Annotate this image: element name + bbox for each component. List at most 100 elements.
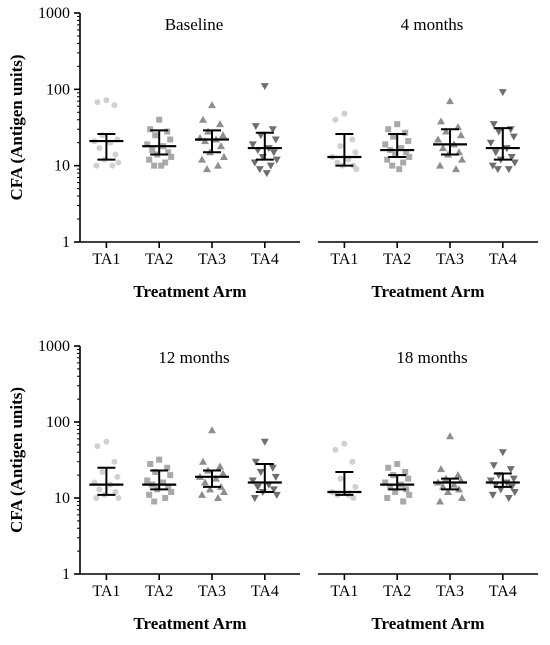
data-point bbox=[352, 149, 359, 156]
data-point bbox=[206, 485, 214, 493]
x-tick-label: TA3 bbox=[436, 583, 464, 600]
data-point bbox=[382, 479, 389, 486]
data-point bbox=[201, 478, 209, 486]
data-point bbox=[496, 486, 505, 494]
data-point bbox=[167, 136, 174, 143]
data-point bbox=[446, 97, 454, 105]
x-tick-label: TA2 bbox=[383, 251, 411, 268]
y-tick-label: 1000 bbox=[38, 338, 70, 355]
data-point bbox=[486, 139, 495, 147]
data-point bbox=[146, 491, 153, 498]
data-point bbox=[271, 136, 280, 144]
panel-title: 18 months bbox=[396, 348, 467, 367]
data-point bbox=[144, 477, 151, 484]
data-point bbox=[168, 488, 175, 495]
y-tick-label: 100 bbox=[46, 81, 70, 98]
data-point bbox=[510, 159, 519, 167]
data-point bbox=[353, 166, 360, 173]
data-point bbox=[248, 477, 257, 485]
data-point bbox=[406, 153, 413, 160]
data-point bbox=[256, 132, 265, 140]
data-point bbox=[437, 465, 445, 473]
data-point bbox=[489, 121, 498, 129]
x-tick-label: TA2 bbox=[145, 583, 173, 600]
data-point bbox=[509, 133, 518, 141]
data-point bbox=[402, 468, 409, 475]
data-point bbox=[457, 131, 465, 139]
data-point bbox=[111, 458, 118, 465]
data-point bbox=[268, 126, 277, 134]
data-point bbox=[203, 165, 211, 173]
x-axis-title: Treatment Arm bbox=[371, 614, 484, 633]
data-point bbox=[112, 488, 119, 495]
data-point bbox=[398, 145, 405, 152]
data-point bbox=[266, 162, 275, 170]
data-point bbox=[455, 148, 463, 156]
data-point bbox=[349, 458, 356, 465]
data-point bbox=[144, 141, 151, 148]
data-point bbox=[115, 495, 122, 501]
data-point bbox=[334, 159, 341, 166]
data-point bbox=[504, 166, 513, 174]
x-axis-title: Treatment Arm bbox=[371, 282, 484, 301]
data-point bbox=[198, 490, 206, 498]
data-point bbox=[164, 128, 171, 135]
data-point bbox=[152, 468, 159, 475]
data-point bbox=[268, 464, 277, 472]
data-point bbox=[250, 495, 259, 502]
data-point bbox=[112, 151, 119, 158]
data-point bbox=[439, 482, 447, 490]
data-point bbox=[165, 483, 172, 490]
y-tick-label: 100 bbox=[46, 414, 70, 431]
data-point bbox=[488, 491, 497, 499]
x-tick-label: TA2 bbox=[145, 251, 173, 268]
data-point bbox=[253, 483, 262, 491]
data-point bbox=[208, 426, 216, 434]
data-point bbox=[149, 147, 156, 154]
data-point bbox=[199, 457, 207, 465]
data-point bbox=[352, 483, 359, 490]
data-point bbox=[337, 475, 344, 482]
data-point bbox=[390, 133, 397, 140]
data-point bbox=[400, 159, 407, 166]
data-point bbox=[272, 491, 281, 499]
x-tick-label: TA1 bbox=[330, 583, 358, 600]
data-point bbox=[341, 440, 348, 447]
y-axis-title: CFA (Antigen units) bbox=[7, 54, 26, 200]
data-point bbox=[152, 132, 159, 139]
data-point bbox=[488, 162, 497, 170]
data-point bbox=[341, 110, 348, 117]
data-point bbox=[262, 170, 271, 178]
data-point bbox=[494, 128, 503, 136]
data-point bbox=[434, 135, 442, 143]
data-point bbox=[454, 471, 462, 479]
data-point bbox=[271, 473, 280, 481]
data-point bbox=[507, 153, 516, 161]
x-tick-label: TA4 bbox=[489, 583, 517, 600]
data-point bbox=[349, 136, 356, 143]
data-point bbox=[509, 475, 518, 483]
y-tick-label: 1000 bbox=[38, 5, 70, 22]
x-tick-label: TA1 bbox=[92, 251, 120, 268]
chart-panel: 4 months TA1 TA2 TA3 TA4 Treatment Arm bbox=[318, 15, 538, 301]
data-point bbox=[156, 456, 163, 463]
data-point bbox=[165, 149, 172, 156]
chart-panel: 1 10 100 1000 CFA (Antigen units) 12 months TA… bbox=[7, 338, 300, 633]
data-point bbox=[489, 462, 498, 470]
data-point bbox=[402, 129, 409, 136]
data-point bbox=[220, 152, 228, 160]
data-point bbox=[212, 474, 220, 482]
data-point bbox=[167, 472, 174, 479]
data-point bbox=[384, 156, 391, 163]
data-point bbox=[96, 145, 103, 152]
data-point bbox=[94, 99, 101, 106]
data-point bbox=[93, 162, 100, 169]
data-point bbox=[498, 89, 507, 97]
data-point bbox=[491, 149, 500, 157]
data-point bbox=[160, 479, 167, 486]
data-point bbox=[436, 161, 444, 169]
data-point bbox=[405, 475, 412, 482]
data-point bbox=[248, 141, 257, 149]
